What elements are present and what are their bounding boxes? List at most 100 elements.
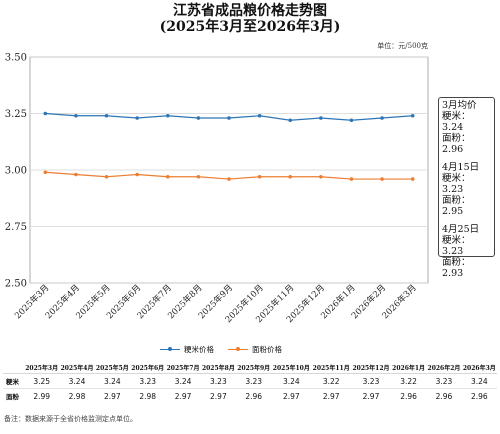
table-column-header: 2025年9月 — [236, 361, 272, 374]
table-column-header: 2026年2月 — [426, 361, 462, 374]
table-cell: 2.97 — [282, 391, 300, 401]
data-point — [227, 116, 231, 120]
table-column-header: 2025年3月 — [24, 361, 60, 374]
chart-subtitle: (2025年3月至2026年3月) — [159, 19, 341, 35]
summary-flour: 面粉：2.95 — [442, 195, 471, 217]
table-cell: 3.24 — [59, 373, 95, 389]
table-header-row: 2025年3月 2025年4月 2025年5月 2025年6月 2025年7月 2025年… — [3, 361, 497, 374]
table-cell: 3.24 — [165, 373, 201, 389]
table-column-header: 2025年4月 — [59, 361, 95, 374]
table-column-header: 2025年12月 — [351, 361, 391, 374]
summary-rice: 粳米：3.23 — [442, 235, 471, 257]
data-table: 2025年3月 2025年4月 2025年5月 2025年6月 2025年7月 2025年… — [3, 361, 497, 403]
table-column-header: 2025年11月 — [311, 361, 352, 374]
table-cell: 2.97 — [210, 391, 227, 401]
legend-label-flour: 面粉价格 — [252, 345, 282, 354]
table-cell: 3.24 — [461, 373, 497, 389]
table-cell: 2.98 — [139, 391, 157, 401]
table-cell: 2.99 — [33, 391, 51, 401]
summary-date: 4月25日 — [442, 224, 480, 235]
chart-legend: 粳米价格 面粉价格 — [160, 344, 282, 355]
table-cell: 2.98 — [68, 391, 86, 401]
legend-label-rice: 粳米价格 — [184, 345, 214, 354]
y-tick-label: 3.25 — [5, 109, 27, 120]
table-cell: 2.96 — [245, 391, 263, 401]
table-cell: 2.96 — [470, 391, 488, 401]
summary-flour: 面粉：2.93 — [442, 257, 471, 279]
summary-rice: 粳米：3.23 — [442, 173, 471, 195]
data-point — [135, 116, 139, 120]
table-column-header: 2026年3月 — [461, 361, 497, 374]
data-point — [43, 170, 48, 175]
summary-rice: 粳米：3.24 — [442, 111, 471, 133]
table-row-label: 粳米 — [3, 373, 24, 389]
summary-block-apr15: 4月15日 粳米：3.23 面粉：2.95 — [442, 162, 491, 217]
summary-block-apr25: 4月25日 粳米：3.23 面粉：2.93 — [442, 224, 491, 279]
table-corner-cell — [3, 361, 24, 374]
table-column-header: 2025年5月 — [94, 361, 131, 374]
table-cell: 3.23 — [426, 373, 462, 389]
y-tick-label: 3.00 — [5, 166, 27, 177]
summary-flour: 面粉：2.96 — [442, 133, 471, 155]
y-tick-label: 2.50 — [5, 279, 27, 290]
data-point — [380, 116, 384, 120]
data-point — [257, 113, 262, 118]
data-point — [165, 174, 170, 179]
table-cell: 2.96 — [435, 391, 453, 401]
summary-block-march: 3月均价 粳米：3.24 面粉：2.96 — [442, 100, 491, 155]
legend-swatch-rice — [160, 346, 180, 353]
data-point — [135, 172, 139, 177]
table-column-header: 2025年6月 — [130, 361, 166, 374]
data-point — [288, 174, 293, 179]
data-point — [349, 177, 354, 181]
legend-item-rice[interactable]: 粳米价格 — [160, 344, 214, 355]
y-tick-label: 3.50 — [5, 53, 27, 64]
table-cell: 2.97 — [104, 391, 121, 401]
data-point — [104, 174, 109, 179]
price-summary-panel: 3月均价 粳米：3.24 面粉：2.96 4月15日 粳米：3.23 面粉：2.… — [438, 97, 495, 279]
table-column-header: 2025年7月 — [165, 361, 201, 374]
table-cell: 2.96 — [400, 391, 417, 401]
footnote: 备注：数据来源于全省价格监测定点单位。 — [4, 415, 137, 423]
data-point — [410, 177, 415, 181]
table-row-flour: 面粉 2.99 2.98 2.97 2.98 2.97 2.97 2.96 2.97 2.97 2.… — [3, 389, 497, 404]
data-point — [257, 174, 262, 179]
data-point — [410, 113, 415, 118]
y-tick-label: 2.75 — [5, 222, 27, 233]
unit-label: 单位：元/500克 — [377, 42, 428, 50]
legend-swatch-flour — [228, 346, 248, 353]
table-column-header: 2025年10月 — [271, 361, 312, 374]
data-point — [74, 113, 78, 118]
data-point — [349, 118, 354, 123]
table-cell: 3.24 — [94, 373, 131, 389]
table-cell: 3.23 — [130, 373, 166, 389]
table-cell: 3.25 — [24, 373, 60, 389]
table-cell: 2.97 — [322, 391, 340, 401]
data-point — [74, 172, 78, 177]
table-row-rice: 粳米 3.25 3.24 3.24 3.23 3.24 3.23 3.23 3.24 3.22 3.… — [3, 373, 497, 389]
data-point — [380, 177, 384, 181]
table-cell: 3.24 — [271, 373, 312, 389]
data-point — [104, 113, 109, 118]
table-cell: 3.22 — [311, 373, 352, 389]
legend-item-flour[interactable]: 面粉价格 — [228, 344, 282, 355]
chart-title: 江苏省成品粮价格走势图 — [173, 3, 327, 19]
table-column-header: 2025年8月 — [200, 361, 237, 374]
data-point — [165, 113, 170, 118]
table-column-header: 2026年1月 — [390, 361, 427, 374]
table-cell: 3.22 — [390, 373, 427, 389]
data-point — [288, 118, 293, 123]
summary-date: 4月15日 — [442, 162, 480, 173]
table-cell: 3.23 — [236, 373, 272, 389]
data-point — [227, 177, 231, 181]
table-cell: 2.97 — [174, 391, 192, 401]
table-row-label: 面粉 — [6, 393, 19, 401]
table-cell: 3.23 — [351, 373, 391, 389]
data-point — [196, 116, 201, 120]
table-cell: 2.97 — [362, 391, 380, 401]
data-point — [196, 174, 201, 179]
table-cell: 3.23 — [200, 373, 237, 389]
summary-date: 3月均价 — [442, 100, 477, 111]
data-point — [319, 174, 323, 179]
